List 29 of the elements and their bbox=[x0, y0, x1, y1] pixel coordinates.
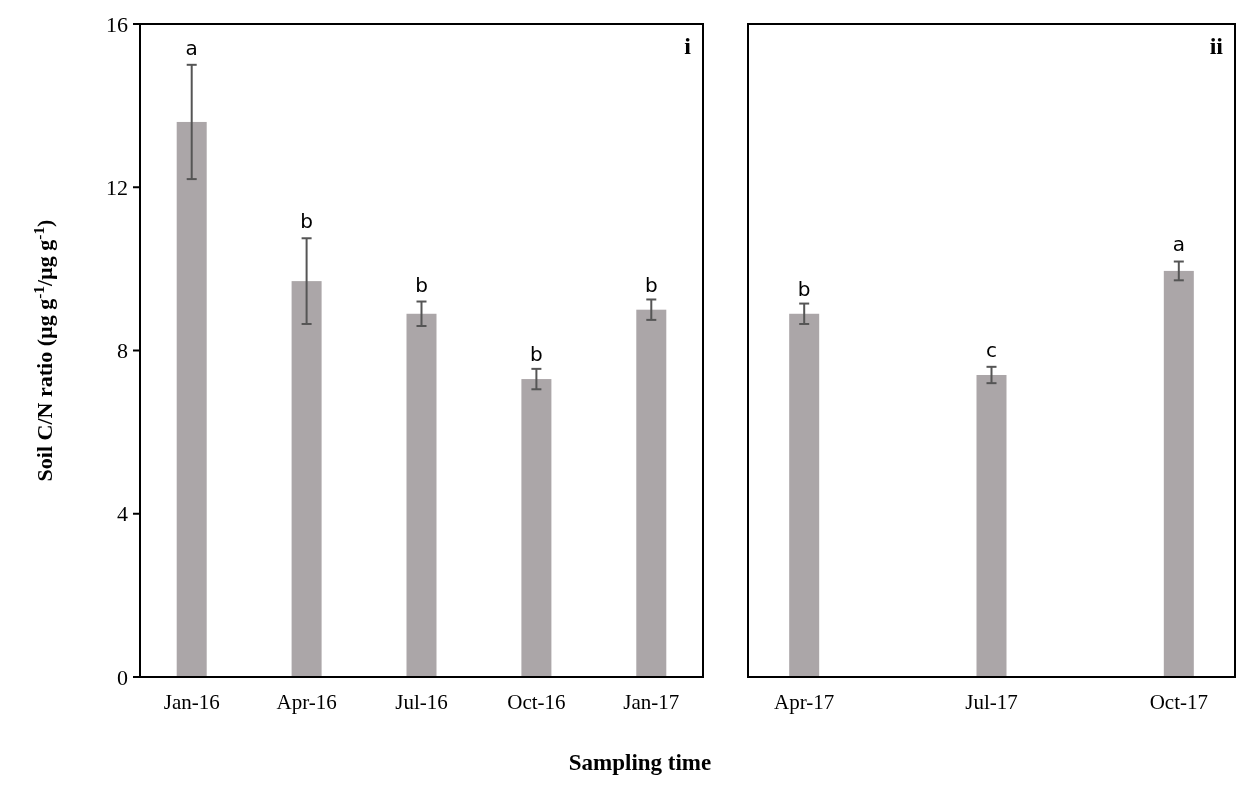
x-tick-label: Apr-16 bbox=[276, 690, 337, 714]
bar bbox=[176, 121, 207, 677]
x-tick-label: Jan-17 bbox=[623, 690, 680, 714]
y-tick-label: 12 bbox=[106, 174, 128, 200]
y-tick-label: 16 bbox=[106, 11, 128, 37]
annotation: a bbox=[1172, 231, 1185, 256]
annotation: i bbox=[684, 33, 692, 59]
y-tick-label: 8 bbox=[117, 338, 128, 364]
bar bbox=[406, 313, 437, 677]
annotation: b bbox=[300, 209, 313, 234]
annotation: ii bbox=[1209, 33, 1224, 59]
bar bbox=[636, 309, 667, 677]
x-tick-label: Jul-16 bbox=[395, 690, 448, 714]
annotation: b bbox=[797, 276, 811, 301]
annotation: c bbox=[986, 337, 997, 362]
x-axis-title: Sampling time bbox=[568, 750, 712, 775]
annotation: a bbox=[185, 35, 198, 60]
y-tick-label: 4 bbox=[117, 501, 128, 527]
x-tick-label: Oct-16 bbox=[507, 690, 566, 714]
annotation: b bbox=[644, 272, 658, 297]
annotation: b bbox=[530, 341, 543, 366]
x-tick-label: Jul-17 bbox=[965, 690, 1018, 714]
x-tick-label: Jan-16 bbox=[163, 690, 220, 714]
annotation: b bbox=[415, 272, 428, 297]
x-tick-label: Oct-17 bbox=[1149, 690, 1208, 714]
bar bbox=[521, 379, 552, 677]
bar bbox=[291, 281, 322, 677]
y-tick-label: 0 bbox=[117, 664, 128, 690]
x-tick-label: Apr-17 bbox=[774, 690, 835, 714]
